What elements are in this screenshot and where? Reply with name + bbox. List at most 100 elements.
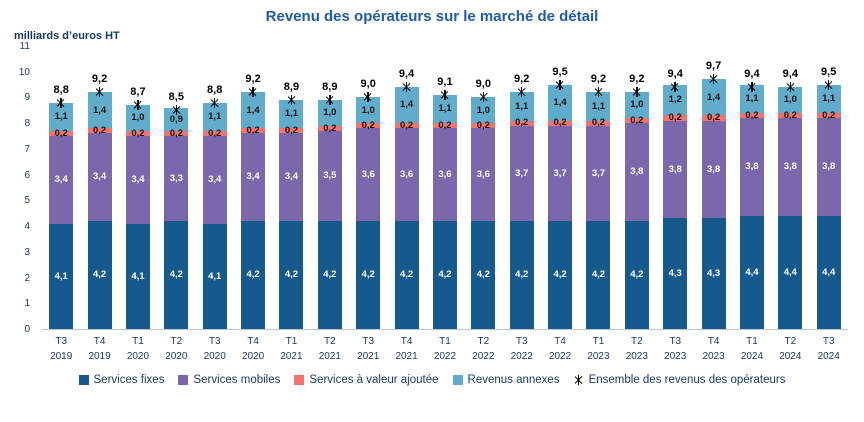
bar-segment: 0,2	[317, 124, 342, 133]
segment-value-label: 3,5	[323, 170, 337, 182]
segment-value-label: 4,2	[515, 269, 529, 281]
segment-value-label: 1,1	[822, 93, 836, 105]
bar-group-t1-2023: 4,2 3,7 0,2 1,1 9,2	[579, 46, 617, 329]
segment-value-label: 0,2	[169, 127, 183, 139]
total-value-label: 9,7	[705, 60, 722, 73]
bar-segment: 0,2	[624, 116, 649, 125]
bar-group-t4-2019: 4,2 3,4 0,2 1,4 9,2	[80, 46, 118, 329]
asterisk-marker-icon	[56, 97, 66, 108]
x-label-year: 2024	[817, 350, 840, 362]
x-label-year: 2021	[395, 350, 418, 362]
y-tick-label: 4	[24, 221, 30, 233]
segment-value-label: 4,1	[208, 270, 222, 282]
bar-segment: 3,6	[394, 128, 419, 221]
bar-segment: 0,2	[394, 120, 419, 132]
segment-value-label: 4,2	[399, 269, 414, 281]
segment-value-label: 3,4	[54, 174, 68, 186]
bar-segment: 4,2	[87, 220, 112, 329]
x-axis-label: T3 2020	[196, 335, 234, 364]
segment-value-label: 4,2	[438, 269, 452, 281]
total-value-label: 8,8	[53, 83, 69, 96]
total-value-label: 9,5	[552, 65, 568, 78]
legend-swatch-icon	[294, 375, 305, 385]
x-axis-label: T3 2023	[656, 335, 694, 364]
segment-value-label: 1,0	[131, 112, 145, 124]
x-label-quarter: T1	[592, 336, 605, 347]
segment-value-label: 3,6	[399, 168, 414, 180]
y-axis-unit-label: milliards d’euros HT	[14, 30, 120, 42]
total-value-label: 8,8	[207, 83, 223, 96]
x-label-year: 2023	[625, 350, 648, 362]
bar-group-t4-2021: 4,2 3,6 0,2 1,4 9,4	[387, 46, 425, 329]
asterisk-marker-icon	[632, 87, 642, 98]
total-value-label: 9,5	[821, 65, 837, 78]
x-label-quarter: T4	[707, 336, 720, 347]
x-label-year: 2022	[510, 350, 533, 362]
x-label-year: 2019	[50, 350, 73, 362]
segment-value-label: 1,1	[591, 100, 606, 112]
asterisk-marker-icon	[593, 87, 603, 98]
segment-value-label: 3,8	[668, 163, 682, 175]
asterisk-marker-icon	[574, 375, 584, 385]
bar-group-t1-2024: 4,4 3,8 0,2 1,1 9,4	[733, 46, 771, 329]
stacked-bar: 4,2 3,6 0,2 1,0	[356, 97, 381, 329]
x-label-quarter: T2	[630, 336, 643, 347]
x-label-quarter: T4	[554, 336, 566, 347]
segment-value-label: 4,2	[591, 269, 606, 281]
x-label-year: 2021	[318, 350, 341, 362]
y-tick-label: 5	[24, 195, 30, 207]
segment-value-label: 3,4	[208, 174, 222, 186]
segment-value-label: 3,8	[745, 161, 759, 173]
x-axis: T3 2019 T4 2019 T1 2020 T2 2020 T3 2020 T4 2020 T1 20…	[42, 335, 848, 364]
bar-segment: 4,1	[202, 223, 227, 329]
bar-segment: 3,6	[471, 128, 496, 221]
segment-value-label: 1,4	[706, 91, 721, 103]
segment-value-label: 0,2	[706, 112, 721, 124]
bar-group-t3-2022: 4,2 3,7 0,2 1,1 9,2	[503, 46, 541, 329]
y-tick-label: 11	[19, 41, 30, 52]
bar-segment: 0,2	[778, 111, 803, 120]
bar-group-t4-2023: 4,3 3,8 0,2 1,4 9,7	[694, 46, 732, 329]
x-label-year: 2024	[779, 350, 802, 362]
legend-swatch-icon	[78, 375, 89, 385]
bar-segment: 3,7	[586, 125, 611, 221]
segment-value-label: 3,8	[783, 161, 797, 173]
segment-value-label: 0,2	[399, 120, 414, 132]
bar-segment: 1,4	[394, 87, 419, 124]
asterisk-marker-icon	[363, 92, 373, 103]
asterisk-marker-icon	[824, 79, 834, 90]
x-label-quarter: T1	[439, 336, 451, 347]
x-label-quarter: T1	[132, 336, 144, 347]
segment-value-label: 3,7	[515, 167, 529, 179]
segment-value-label: 1,0	[323, 107, 337, 119]
bar-segment: 0,2	[509, 117, 534, 129]
x-label-quarter: T3	[669, 336, 682, 347]
segment-value-label: 3,6	[361, 168, 375, 180]
segment-value-label: 3,8	[822, 161, 836, 173]
x-label-quarter: T3	[208, 336, 221, 347]
segment-value-label: 4,4	[783, 266, 797, 278]
segment-value-label: 1,1	[54, 111, 68, 123]
segment-value-label: 0,9	[169, 113, 183, 125]
segment-value-label: 1,2	[668, 94, 682, 106]
bar-segment: 3,8	[701, 120, 726, 219]
legend-label: Services à valeur ajoutée	[309, 374, 439, 386]
asterisk-marker-icon	[248, 87, 258, 98]
bar-segment: 4,2	[241, 220, 266, 329]
bar-segment: 4,2	[471, 220, 496, 329]
stacked-bar: 4,2 3,5 0,2 1,0	[317, 100, 342, 329]
segment-value-label: 4,2	[630, 269, 644, 281]
stacked-bar: 4,2 3,7 0,2 1,1	[509, 92, 534, 329]
x-axis-label: T1 2020	[119, 335, 157, 364]
segment-value-label: 4,2	[246, 269, 260, 281]
y-axis: 0 1 2 3 4 5 6 7 8 9 10 11	[10, 42, 36, 335]
bar-group-t3-2024: 4,4 3,8 0,2 1,1 9,5	[810, 46, 848, 329]
segment-value-label: 0,2	[515, 117, 529, 129]
total-value-label: 9,2	[91, 73, 108, 86]
segment-value-label: 1,0	[476, 104, 490, 116]
bar-segment: 4,2	[509, 220, 534, 329]
total-value-label: 9,0	[475, 78, 491, 91]
bar-segment: 3,8	[739, 118, 764, 216]
x-axis-label: T1 2022	[426, 335, 464, 364]
bar-segment: 4,2	[317, 220, 342, 329]
